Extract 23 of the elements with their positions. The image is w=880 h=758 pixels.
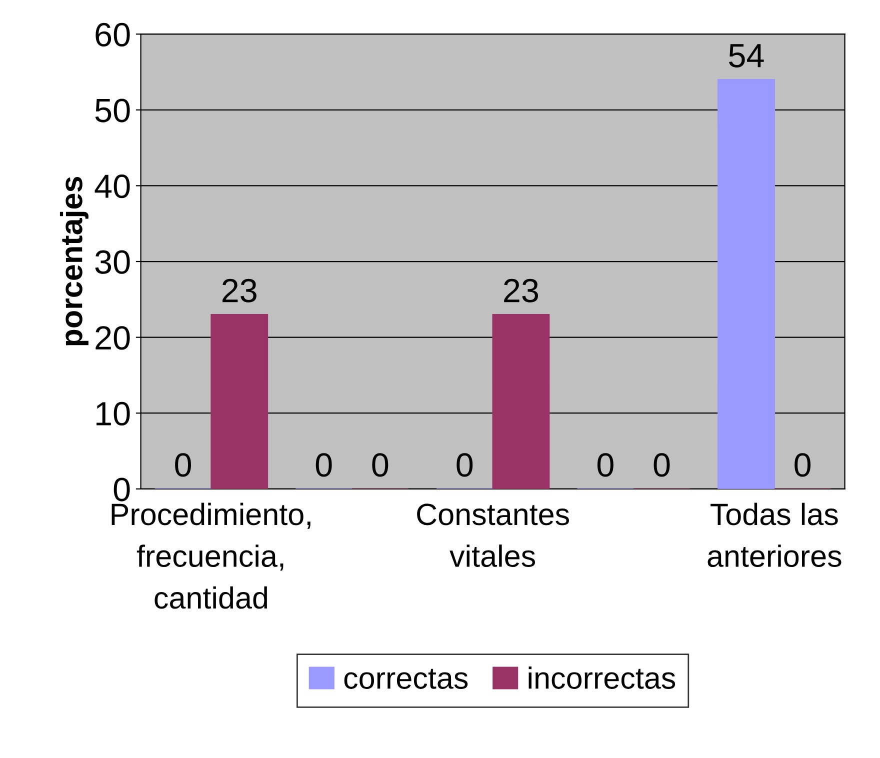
data-label: 0 bbox=[654, 453, 670, 477]
y-tick-label: 0 bbox=[114, 478, 130, 502]
data-label: 23 bbox=[222, 278, 256, 302]
y-tick-label: 40 bbox=[94, 174, 130, 198]
data-label: 23 bbox=[504, 278, 538, 302]
legend-label: correctas bbox=[344, 668, 468, 689]
data-label: 0 bbox=[456, 453, 473, 477]
data-label: 0 bbox=[597, 453, 614, 477]
x-tick-label: Todas las anteriores bbox=[708, 502, 842, 568]
y-axis-title: porcentajes bbox=[60, 176, 88, 346]
x-tick-label: Constantes vitales bbox=[417, 504, 569, 568]
y-tick-label: 50 bbox=[95, 98, 130, 122]
y-tick-label: 30 bbox=[95, 250, 130, 274]
data-label: 54 bbox=[729, 44, 764, 68]
y-tick-label: 10 bbox=[96, 402, 130, 426]
data-label: 0 bbox=[175, 453, 192, 477]
y-tick-label: 60 bbox=[96, 22, 130, 47]
data-label: 0 bbox=[316, 453, 332, 477]
y-tick-label: 20 bbox=[96, 326, 130, 350]
data-label: 0 bbox=[794, 453, 811, 477]
legend-label: incorrectas bbox=[528, 666, 676, 689]
data-label: 0 bbox=[372, 453, 388, 477]
x-tick-label: Procedimiento, frecuencia, cantidad bbox=[112, 502, 310, 609]
